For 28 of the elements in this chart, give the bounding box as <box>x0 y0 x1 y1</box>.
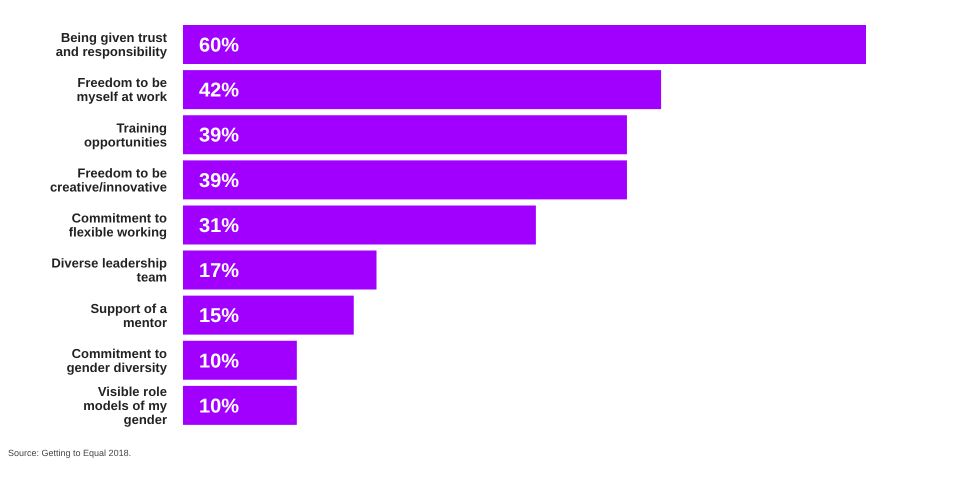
data-label: 39% <box>199 124 240 147</box>
y-tick-label: Freedom to be creative/innovative <box>50 165 167 194</box>
data-label: 39% <box>199 170 240 192</box>
source-note: Source: Getting to Equal 2018. <box>8 448 132 458</box>
data-label: 42% <box>199 80 240 102</box>
bar <box>183 250 377 290</box>
y-tick-label: Diverse leadership team <box>51 256 168 285</box>
bar <box>183 296 354 335</box>
y-tick-label: Training opportunities <box>84 120 168 150</box>
data-label: 15% <box>199 305 240 328</box>
y-tick-label: Support of a mentor <box>90 300 168 330</box>
y-tick-label: Commitment to gender diversity <box>66 346 168 375</box>
y-tick-label: Visible role models of my gender <box>83 384 168 427</box>
bar <box>183 205 536 244</box>
bar <box>183 25 866 64</box>
y-tick-label: Freedom to be myself at work <box>76 75 168 104</box>
bar <box>183 160 627 200</box>
y-tick-label: Commitment to flexible working <box>68 210 168 240</box>
data-label: 31% <box>199 214 240 237</box>
bar <box>183 115 627 154</box>
bar <box>183 70 662 110</box>
data-label: 60% <box>199 34 240 56</box>
bar <box>183 386 297 425</box>
data-label: 17% <box>199 260 240 282</box>
data-label: 10% <box>199 350 240 372</box>
bar <box>183 340 297 380</box>
y-tick-label: Being given trust and responsibility <box>56 30 168 60</box>
data-label: 10% <box>199 395 240 418</box>
